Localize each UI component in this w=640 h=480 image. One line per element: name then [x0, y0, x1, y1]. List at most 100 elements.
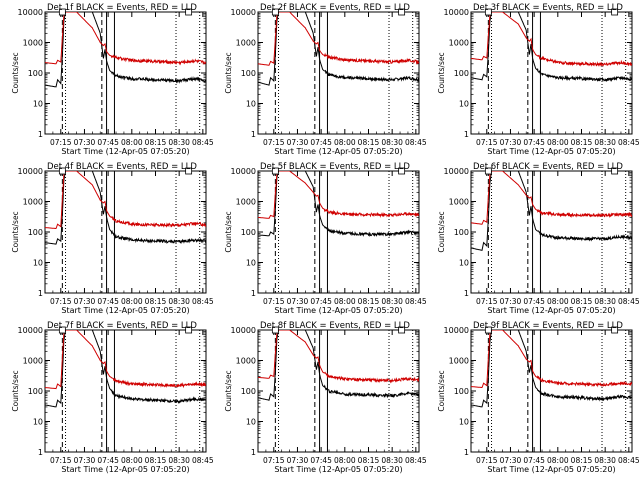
chart-title: Det 8f BLACK = Events, RED = LLD — [260, 321, 410, 331]
square-marker-icon — [271, 167, 279, 175]
x-tick-label: 08:45 — [192, 297, 214, 306]
x-tick-label: 07:45 — [523, 297, 545, 306]
lld-series-line — [45, 171, 206, 229]
square-marker-icon — [58, 167, 66, 175]
y-minor-ticks — [258, 172, 419, 285]
square-marker-icon — [271, 326, 279, 334]
chart-panel: 1 10 100 1000 10000 07:15 07:30 07:45 08:00 08:15… — [437, 321, 640, 474]
x-tick-label: 08:30 — [594, 297, 616, 306]
plot-frame — [44, 170, 207, 294]
x-tick-label: 07:15 — [50, 138, 72, 147]
events-series-line — [45, 12, 206, 88]
lld-series-line — [471, 330, 632, 388]
x-tick-label: 08:00 — [547, 456, 569, 465]
plot-frame — [257, 329, 420, 453]
x-tick-label: 07:15 — [263, 138, 285, 147]
y-minor-ticks — [258, 13, 419, 126]
x-tick-label: 08:30 — [594, 138, 616, 147]
y-minor-ticks — [471, 13, 632, 126]
y-tick-label: 10 — [33, 259, 43, 268]
y-axis-label: Counts/sec — [437, 370, 446, 411]
y-minor-ticks — [258, 331, 419, 444]
x-tick-label: 07:30 — [74, 297, 96, 306]
y-tick-label: 100 — [241, 228, 256, 237]
x-axis-label: Start Time (12-Apr-05 07:05:20) — [274, 306, 402, 315]
x-axis-label: Start Time (12-Apr-05 07:05:20) — [487, 465, 615, 474]
lld-series-line — [258, 171, 419, 220]
y-tick-label: 10000 — [231, 8, 256, 17]
x-tick-label: 08:00 — [121, 138, 143, 147]
x-tick-label: 07:15 — [476, 456, 498, 465]
square-marker-icon — [484, 8, 492, 16]
x-axis-label: Start Time (12-Apr-05 07:05:20) — [61, 147, 189, 156]
x-tick-label: 08:00 — [334, 138, 356, 147]
y-tick-label: 1 — [38, 130, 43, 139]
y-tick-label: 1000 — [23, 39, 43, 48]
events-series-line — [471, 330, 632, 408]
plot-frame — [44, 11, 207, 135]
y-tick-label: 1000 — [449, 357, 469, 366]
y-tick-label: 100 — [454, 69, 469, 78]
y-tick-label: 10000 — [231, 326, 256, 335]
events-series-line — [258, 12, 419, 86]
y-tick-label: 10 — [246, 418, 256, 427]
y-tick-label: 1000 — [449, 39, 469, 48]
x-tick-label: 07:45 — [97, 456, 119, 465]
square-marker-icon — [484, 167, 492, 175]
y-tick-label: 1000 — [236, 357, 256, 366]
x-tick-label: 07:30 — [500, 138, 522, 147]
y-tick-label: 10000 — [231, 167, 256, 176]
y-axis-label: Counts/sec — [11, 52, 20, 93]
plot-frame — [257, 11, 420, 135]
y-tick-label: 10 — [246, 259, 256, 268]
square-marker-icon — [484, 326, 492, 334]
y-tick-label: 100 — [454, 228, 469, 237]
chart-panel: 1 10 100 1000 10000 07:15 07:30 07:45 08:00 08:15… — [224, 3, 427, 156]
y-tick-label: 100 — [241, 387, 256, 396]
y-minor-ticks — [471, 172, 632, 285]
x-tick-label: 07:30 — [74, 138, 96, 147]
y-tick-label: 1 — [38, 289, 43, 298]
square-marker-icon — [398, 8, 406, 16]
lld-series-line — [258, 12, 419, 66]
y-axis-label: Counts/sec — [11, 211, 20, 252]
y-tick-label: 1000 — [236, 39, 256, 48]
y-axis-label: Counts/sec — [224, 370, 233, 411]
x-tick-label: 07:30 — [287, 297, 309, 306]
square-marker-icon — [58, 8, 66, 16]
y-tick-label: 10 — [459, 418, 469, 427]
x-axis-label: Start Time (12-Apr-05 07:05:20) — [274, 465, 402, 474]
y-minor-ticks — [471, 331, 632, 444]
y-tick-label: 1000 — [449, 198, 469, 207]
y-tick-label: 10000 — [18, 8, 43, 17]
lld-series-line — [258, 330, 419, 384]
x-tick-label: 08:45 — [618, 138, 640, 147]
y-tick-label: 1 — [251, 289, 256, 298]
y-tick-label: 10 — [459, 259, 469, 268]
x-tick-label: 07:15 — [263, 297, 285, 306]
y-tick-label: 1 — [464, 130, 469, 139]
x-tick-label: 08:45 — [618, 456, 640, 465]
events-series-line — [258, 330, 419, 401]
x-tick-label: 08:30 — [381, 138, 403, 147]
x-tick-label: 07:45 — [310, 138, 332, 147]
x-tick-label: 07:45 — [523, 138, 545, 147]
x-tick-label: 08:30 — [168, 456, 190, 465]
y-axis-label: Counts/sec — [437, 211, 446, 252]
x-tick-label: 07:45 — [97, 297, 119, 306]
chart-title: Det 3f BLACK = Events, RED = LLD — [473, 3, 623, 13]
y-tick-label: 10 — [459, 100, 469, 109]
chart-panel: 1 10 100 1000 10000 07:15 07:30 07:45 08:00 08:15… — [11, 162, 214, 315]
y-tick-label: 10 — [33, 418, 43, 427]
x-axis-label: Start Time (12-Apr-05 07:05:20) — [61, 306, 189, 315]
square-marker-icon — [185, 326, 193, 334]
square-marker-icon — [58, 326, 66, 334]
chart-title: Det 9f BLACK = Events, RED = LLD — [473, 321, 623, 331]
x-tick-label: 08:00 — [334, 297, 356, 306]
lld-series-line — [45, 330, 206, 390]
x-tick-label: 07:45 — [523, 456, 545, 465]
x-tick-label: 08:00 — [547, 138, 569, 147]
x-tick-label: 08:30 — [168, 138, 190, 147]
y-tick-label: 10 — [33, 100, 43, 109]
y-tick-label: 100 — [28, 387, 43, 396]
